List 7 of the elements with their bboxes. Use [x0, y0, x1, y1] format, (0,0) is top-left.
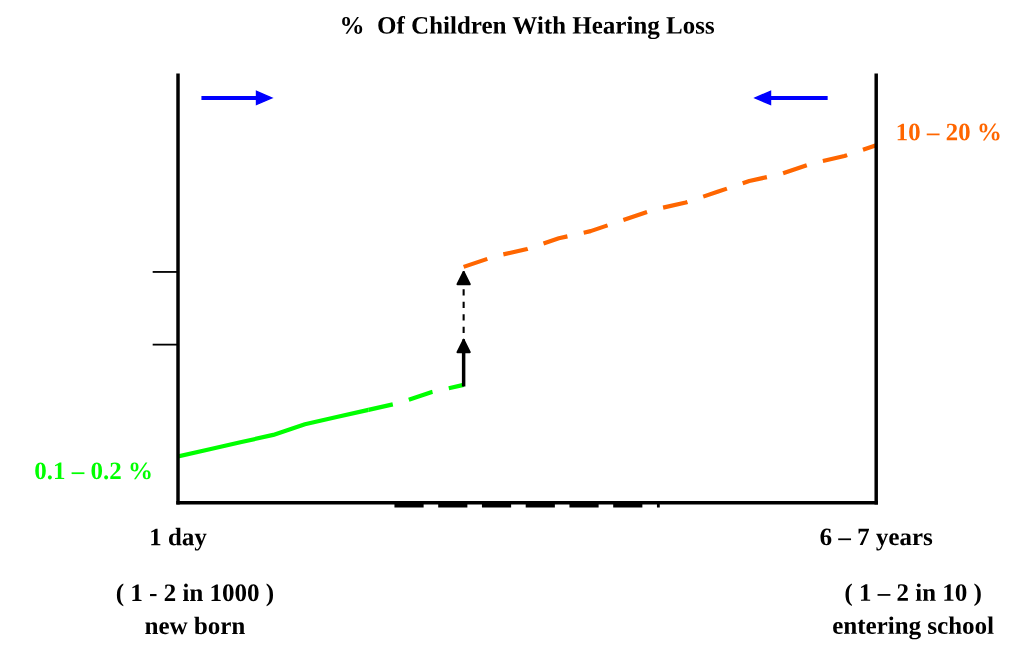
text: ( 1 – 2 in 10 ) entering school — [833, 583, 994, 640]
annotation: 10 – 20 % — [897, 123, 1000, 141]
x-tick-label: 6 – 7 years — [820, 528, 933, 551]
x-tick-label: 1 day — [151, 527, 207, 551]
annotation: 0.1 – 0.2 % — [35, 462, 151, 480]
chart-title: % Of Children With Hearing Loss — [342, 15, 715, 40]
text: ( 1 - 2 in 1000 ) new born — [116, 583, 274, 635]
